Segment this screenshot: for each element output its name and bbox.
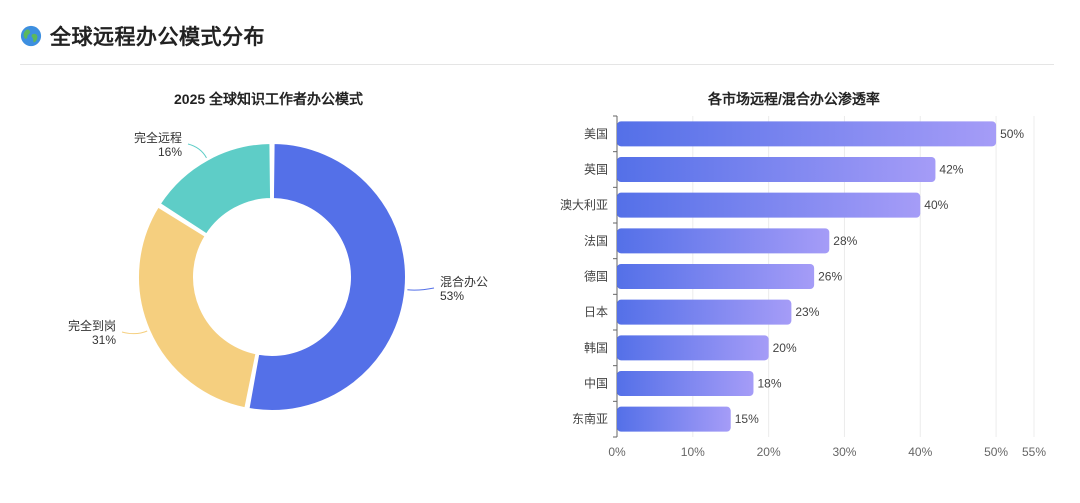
page-header: 全球远程办公模式分布 <box>20 16 265 56</box>
donut-label-value: 31% <box>92 333 116 347</box>
bar <box>617 264 815 289</box>
bar-chart-title: 各市场远程/混合办公渗透率 <box>708 91 880 107</box>
bar-x-tick-label: 55% <box>1022 445 1046 459</box>
donut-slice <box>247 141 407 412</box>
donut-label-name: 完全远程 <box>134 130 182 145</box>
donut-leader-line <box>187 143 207 159</box>
bar-value-label: 28% <box>833 234 857 248</box>
bar-category-label: 德国 <box>584 269 608 284</box>
bar <box>617 192 921 218</box>
bar-category-label: 日本 <box>584 305 608 319</box>
bar-value-label: 15% <box>735 412 759 426</box>
donut-chart-title: 2025 全球知识工作者办公模式 <box>174 91 364 107</box>
bar-x-tick-label: 0% <box>608 445 626 459</box>
bar-category-label: 法国 <box>584 234 608 248</box>
header-divider <box>20 64 1054 65</box>
bar-x-tick-label: 10% <box>681 445 705 459</box>
globe-icon <box>20 25 42 47</box>
bar-value-label: 20% <box>773 341 797 355</box>
donut-leader-line <box>407 287 435 291</box>
donut-label-value: 16% <box>158 145 182 159</box>
bar-x-tick-label: 50% <box>984 445 1008 459</box>
donut-slice <box>137 205 258 410</box>
bar-value-label: 40% <box>924 198 948 212</box>
donut-leader-line <box>121 330 148 335</box>
bar-category-label: 中国 <box>584 376 608 391</box>
bar-value-label: 50% <box>1000 127 1024 141</box>
page-title: 全球远程办公模式分布 <box>50 26 265 49</box>
donut-label-name: 完全到岗 <box>68 318 116 333</box>
bar <box>617 371 754 396</box>
bar-value-label: 42% <box>939 163 963 177</box>
donut-label-value: 53% <box>440 289 464 303</box>
bar-category-label: 英国 <box>584 163 608 177</box>
bar-category-label: 美国 <box>584 127 608 141</box>
bar-x-tick-label: 20% <box>757 445 781 459</box>
bar <box>617 228 830 254</box>
donut-slice <box>158 141 273 236</box>
bar <box>617 406 731 432</box>
bar-value-label: 18% <box>757 377 781 391</box>
bar-x-tick-label: 40% <box>908 445 932 459</box>
bar <box>617 121 997 147</box>
bar-category-label: 东南亚 <box>572 411 608 426</box>
donut-label-name: 混合办公 <box>440 274 488 289</box>
bar-value-label: 26% <box>818 270 842 284</box>
bar <box>617 299 792 325</box>
bar <box>617 157 936 182</box>
bar-category-label: 韩国 <box>584 340 608 355</box>
bar-value-label: 23% <box>795 305 819 319</box>
bar <box>617 335 769 361</box>
bar-category-label: 澳大利亚 <box>560 198 608 212</box>
bar-x-tick-label: 30% <box>832 445 856 459</box>
